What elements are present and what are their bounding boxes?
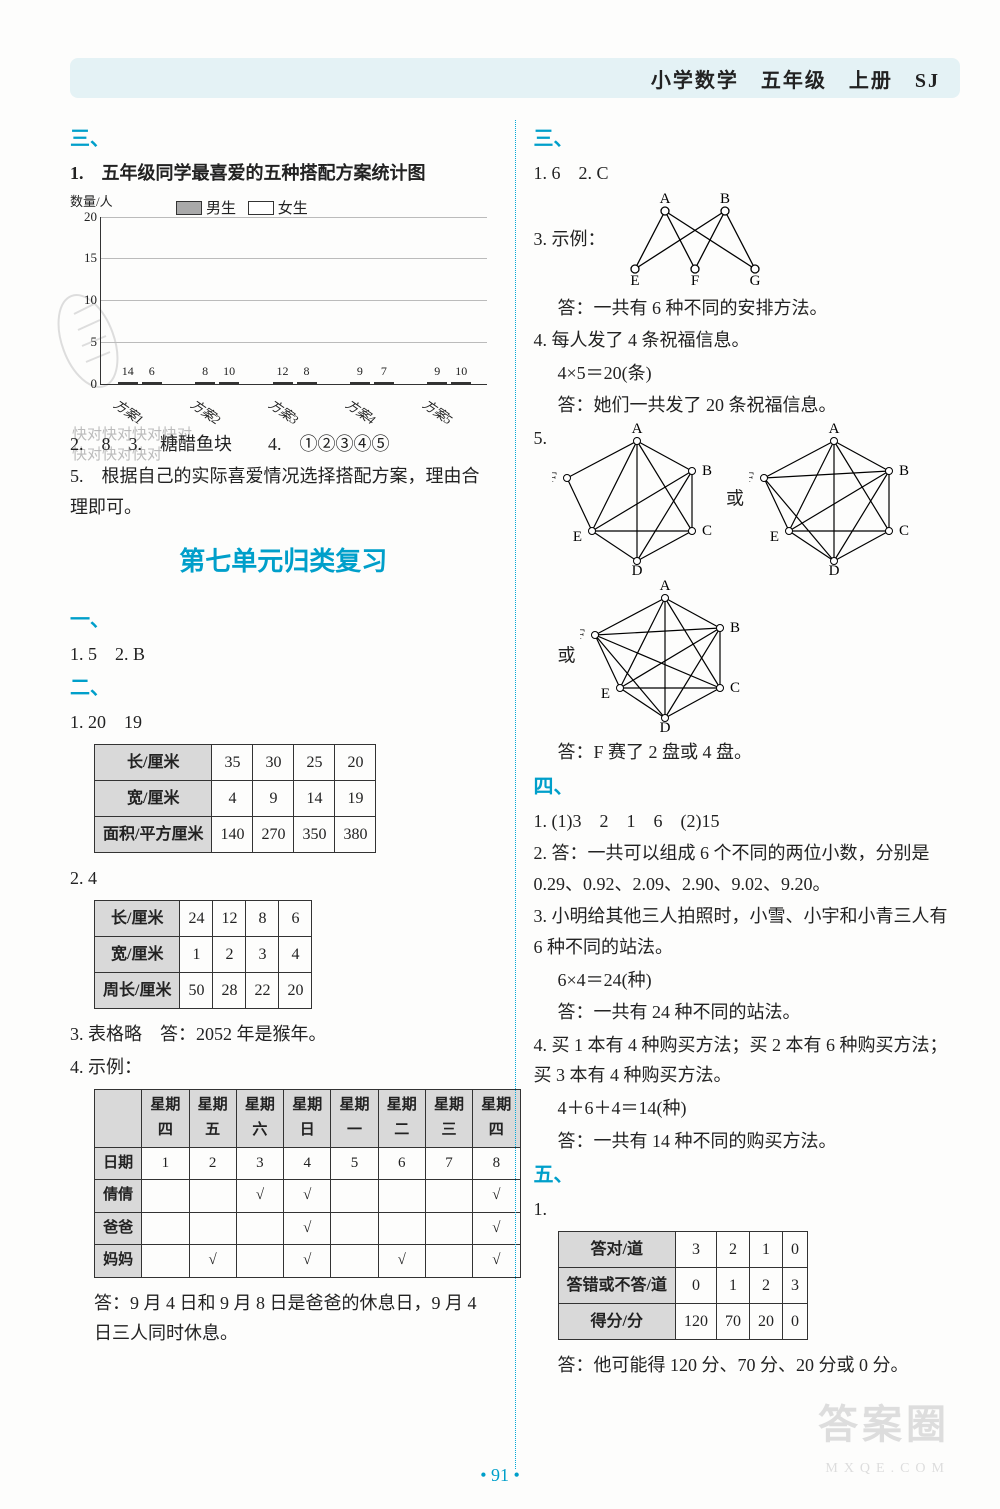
chart-area: 05101520146方案1810方案2128方案397方案4910方案5 bbox=[100, 217, 487, 385]
left-column: 三、 1. 五年级同学最喜爱的五种搭配方案统计图 数量/人 男生 女生 0510… bbox=[70, 120, 515, 1469]
svg-text:F: F bbox=[749, 470, 754, 486]
svg-text:A: A bbox=[660, 191, 671, 207]
r4-1: 1. (1)3 2 1 6 (2)15 bbox=[534, 806, 961, 837]
section-2-label: 二、 bbox=[70, 671, 497, 705]
r4-4c: 答：一共有 14 种不同的购买方法。 bbox=[534, 1126, 961, 1157]
u2-2-text: 2. 4 bbox=[70, 863, 497, 894]
r5-ans: 答：他可能得 120 分、70 分、20 分或 0 分。 bbox=[534, 1350, 961, 1381]
svg-text:F: F bbox=[580, 627, 585, 643]
svg-text:C: C bbox=[899, 523, 909, 539]
r3-3: 3. 示例： A B E F G bbox=[534, 191, 961, 291]
section-1-label: 一、 bbox=[70, 603, 497, 637]
svg-text:E: E bbox=[630, 273, 639, 289]
r3-3-ans: 答：一共有 6 种不同的安排方法。 bbox=[534, 293, 961, 324]
u2-1-text: 1. 20 19 bbox=[70, 707, 497, 738]
r3-4c: 答：她们一共发了 20 条祝福信息。 bbox=[534, 390, 961, 421]
r3-5-ans: 答：F 赛了 2 盘或 4 盘。 bbox=[534, 737, 961, 768]
r5-1: 1. bbox=[534, 1194, 961, 1225]
table-5: 答对/道3210答错或不答/道0123得分/分12070200 bbox=[558, 1231, 808, 1341]
r-section-5: 五、 bbox=[534, 1158, 961, 1192]
u2-4-text: 4. 示例： bbox=[70, 1052, 497, 1083]
section-3-label: 三、 bbox=[70, 122, 497, 156]
u2-4-answer: 答：9 月 4 日和 9 月 8 日是爸爸的休息日，9 月 4 日三人同时休息。 bbox=[70, 1288, 497, 1349]
svg-text:E: E bbox=[601, 686, 610, 702]
r3-1: 1. 6 2. C bbox=[534, 158, 961, 189]
svg-text:B: B bbox=[730, 620, 740, 636]
r3-4a: 4. 每人发了 4 条祝福信息。 bbox=[534, 325, 961, 356]
pentagon-3: A B C D E F bbox=[580, 580, 750, 735]
page-number: • 91 • bbox=[0, 1460, 1000, 1491]
q2-text: 2. 8 3. 糖醋鱼块 4. ①②③④⑤ bbox=[70, 429, 497, 460]
r3-4b: 4×5＝20(条) bbox=[534, 358, 961, 389]
q5-text: 5. 根据自己的实际喜爱情况选择搭配方案，理由合理即可。 bbox=[70, 461, 497, 522]
r4-2: 2. 答：一共可以组成 6 个不同的两位小数，分别是 0.29、0.92、2.0… bbox=[534, 838, 961, 899]
table-3: 星期四星期五星期六星期日星期一星期二星期三星期四日期12345678倩倩√√√爸… bbox=[94, 1089, 521, 1278]
r4-3b: 6×4＝24(种) bbox=[534, 965, 961, 996]
legend-male-box bbox=[176, 201, 202, 215]
table-1: 长/厘米35302520宽/厘米491419面积/平方厘米14027035038… bbox=[94, 744, 376, 854]
r4-3c: 答：一共有 24 种不同的站法。 bbox=[534, 997, 961, 1028]
svg-text:A: A bbox=[631, 423, 642, 437]
svg-text:B: B bbox=[899, 463, 909, 479]
r4-4a: 4. 买 1 本有 4 种购买方法；买 2 本有 6 种购买方法；买 3 本有 … bbox=[534, 1030, 961, 1091]
svg-text:B: B bbox=[702, 463, 712, 479]
page-body: 三、 1. 五年级同学最喜爱的五种搭配方案统计图 数量/人 男生 女生 0510… bbox=[70, 120, 960, 1469]
pentagon-1: A B C D E F bbox=[552, 423, 722, 578]
legend-female-box bbox=[248, 201, 274, 215]
right-column: 三、 1. 6 2. C 3. 示例： A B E F G 答：一共有 6 种不… bbox=[515, 120, 961, 1469]
or-1: 或 bbox=[726, 489, 744, 509]
r3-5-label: 5. bbox=[534, 428, 548, 448]
r5-1-label: 1. bbox=[534, 1199, 548, 1219]
pentagon-2: A B C D E F bbox=[749, 423, 919, 578]
svg-text:F: F bbox=[552, 470, 557, 486]
unit-title: 第七单元归类复习 bbox=[70, 540, 497, 584]
r4-3a: 3. 小明给其他三人拍照时，小雪、小宇和小青三人有 6 种不同的站法。 bbox=[534, 901, 961, 962]
or-2: 或 bbox=[558, 646, 576, 666]
svg-text:G: G bbox=[750, 273, 761, 289]
table-2: 长/厘米241286宽/厘米1234周长/厘米50282220 bbox=[94, 900, 312, 1010]
u2-3-text: 3. 表格略 答：2052 年是猴年。 bbox=[70, 1019, 497, 1050]
svg-text:E: E bbox=[769, 529, 778, 545]
r3-5: 5. A B C D E F 或 A B C D E F bbox=[534, 423, 961, 578]
svg-text:F: F bbox=[691, 273, 699, 289]
u1-text: 1. 5 2. B bbox=[70, 639, 497, 670]
legend-male-text: 男生 bbox=[206, 201, 236, 217]
r3-3-label: 3. 示例： bbox=[534, 229, 606, 249]
q1-title: 1. 五年级同学最喜爱的五种搭配方案统计图 bbox=[70, 158, 497, 189]
svg-text:A: A bbox=[828, 423, 839, 437]
svg-text:C: C bbox=[730, 680, 740, 696]
page-header: 小学数学 五年级 上册 SJ bbox=[651, 64, 940, 98]
r-section-4: 四、 bbox=[534, 770, 961, 804]
r4-4b: 4＋6＋4＝14(种) bbox=[534, 1093, 961, 1124]
svg-text:D: D bbox=[631, 563, 642, 578]
svg-text:E: E bbox=[572, 529, 581, 545]
svg-text:D: D bbox=[660, 720, 671, 735]
svg-text:A: A bbox=[660, 580, 671, 594]
row-or-2: 或 A B C D E F bbox=[534, 580, 961, 735]
svg-text:C: C bbox=[702, 523, 712, 539]
svg-text:D: D bbox=[828, 563, 839, 578]
svg-text:B: B bbox=[720, 191, 730, 207]
bar-chart: 数量/人 男生 女生 05101520146方案1810方案2128方案397方… bbox=[70, 191, 497, 421]
legend-female-text: 女生 bbox=[278, 201, 308, 217]
graph-2x3: A B E F G bbox=[610, 191, 790, 291]
r-section-3: 三、 bbox=[534, 122, 961, 156]
